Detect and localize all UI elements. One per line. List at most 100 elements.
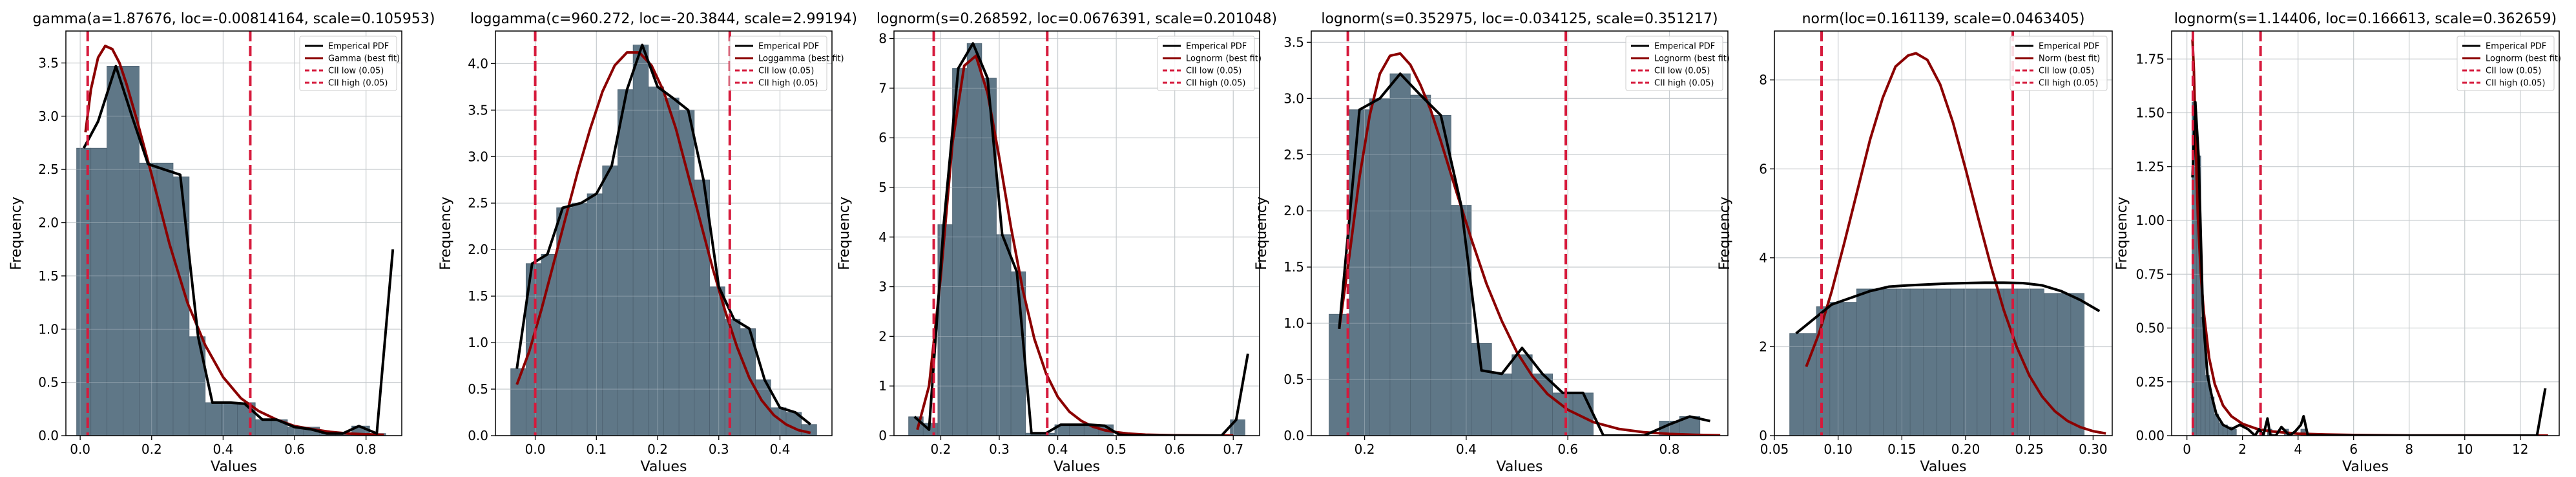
histogram-bar	[1329, 313, 1350, 436]
y-tick-label: 0.5	[1283, 372, 1304, 387]
chart-title: lognorm(s=0.352975, loc=-0.034125, scale…	[1321, 11, 1718, 27]
axes-frame	[1774, 30, 2113, 436]
legend-cii-low-label: CII low (0.05)	[1654, 67, 1710, 76]
histogram-bar	[254, 419, 272, 436]
legend-box	[1157, 36, 1255, 91]
histogram-bar	[648, 86, 664, 436]
subplot-1: 0.0 0.2 0.4 0.6 0.8 0.0 0.5 1.0 1.5 2.0 2.5 3.0 3.5 g…	[8, 11, 435, 475]
x-tick-label: 0.4	[213, 441, 233, 457]
x-tick-label: 10	[2457, 441, 2473, 457]
histogram-bar	[1909, 288, 1924, 436]
y-axis-label: Frequency	[8, 196, 25, 270]
histogram-bar	[139, 162, 158, 436]
y-tick-label: 4	[878, 229, 887, 245]
histogram-bar	[602, 165, 618, 436]
y-tick-label: 1.25	[2135, 159, 2165, 175]
legend-cii-high-label: CII high (0.05)	[1186, 79, 1245, 89]
plot-area	[1311, 31, 1728, 436]
x-tick-label: 0.5	[1106, 441, 1127, 457]
histogram-bar	[2030, 288, 2044, 436]
x-tick-label: 0.3	[709, 441, 729, 457]
histogram-bar	[996, 234, 1012, 436]
legend-box	[2010, 36, 2108, 91]
x-tick-label: 0.6	[1557, 441, 1578, 457]
histogram-bar	[587, 193, 603, 436]
histogram-bar	[237, 402, 256, 436]
histogram-bar	[1816, 306, 1831, 436]
y-axis-label: Frequency	[438, 196, 454, 270]
histogram-bar	[1937, 288, 1951, 436]
legend-cii-high-label: CII high (0.05)	[2039, 79, 2098, 89]
y-tick-label: 0.0	[38, 428, 59, 443]
y-tick-label: 3.5	[468, 102, 488, 118]
x-tick-label: 0.0	[70, 441, 90, 457]
legend-empirical-label: Emperical PDF	[1186, 42, 1247, 52]
histogram-bar	[1843, 302, 1857, 436]
histogram-bar	[694, 179, 710, 436]
x-tick-label: 0.15	[1887, 441, 1916, 457]
empirical-pdf-line	[515, 43, 812, 426]
x-tick-label: 0.0	[525, 441, 546, 457]
histogram-bar	[1883, 288, 1897, 436]
legend-cii-low-label: CII low (0.05)	[1186, 67, 1241, 76]
y-tick-label: 0.75	[2135, 266, 2165, 282]
y-tick-label: 2.5	[468, 195, 488, 211]
y-tick-label: 1.75	[2135, 51, 2165, 67]
y-tick-label: 8	[878, 31, 887, 47]
histogram-bar	[937, 224, 953, 436]
x-tick-label: 0.30	[2079, 441, 2108, 457]
subplot-6: 0 2 4 6 8 10 12 0.00 0.25 0.50 0.75 1.00 1.25 1.50 1.7…	[2114, 11, 2561, 475]
plot-area	[66, 31, 402, 436]
histogram-bar	[1389, 73, 1411, 436]
axes-frame	[893, 30, 1260, 436]
legend-box	[299, 36, 397, 91]
histogram-bar	[205, 402, 222, 436]
y-axis-label: Frequency	[1717, 196, 1733, 270]
x-tick-label: 0.8	[1659, 441, 1680, 457]
legend-fit-label: Gamma (best fit)	[328, 54, 400, 64]
histogram-bar	[1450, 205, 1472, 436]
histogram-bar	[1511, 354, 1533, 436]
x-tick-label: 0.25	[2015, 441, 2044, 457]
x-tick-label: 0.2	[647, 441, 668, 457]
histogram-bar	[663, 98, 680, 436]
legend-empirical-label: Emperical PDF	[1654, 42, 1715, 52]
y-axis-label: Frequency	[1254, 196, 1270, 270]
legend-fit-label: Lognorm (best fit)	[2486, 54, 2561, 64]
y-tick-label: 0.5	[38, 375, 59, 390]
histogram-bar	[618, 89, 634, 436]
histogram-bar	[1409, 94, 1431, 436]
y-tick-label: 2	[878, 328, 887, 344]
y-tick-label: 6	[1759, 161, 1767, 176]
legend: Emperical PDF Loggamma (best fit) CII low …	[729, 36, 844, 91]
empirical-pdf-line	[1795, 281, 2101, 335]
histogram-bar	[1532, 373, 1553, 436]
y-tick-label: 0.25	[2135, 374, 2165, 390]
y-tick-label: 1.5	[1283, 259, 1304, 275]
y-tick-label: 0.0	[1283, 428, 1304, 443]
x-tick-label: 0.10	[1823, 441, 1853, 457]
legend-cii-high-label: CII high (0.05)	[2486, 79, 2545, 89]
x-tick-label: 8	[2405, 441, 2413, 457]
y-tick-label: 1	[878, 378, 887, 394]
histogram-bar	[1856, 288, 1871, 436]
chart-title: norm(loc=0.161139, scale=0.0463405)	[1802, 11, 2085, 27]
legend-cii-low-label: CII low (0.05)	[2039, 67, 2094, 76]
y-tick-label: 6	[878, 130, 887, 145]
legend-fit-label: Norm (best fit)	[2039, 54, 2100, 64]
legend-empirical-label: Emperical PDF	[2486, 42, 2546, 52]
legend-box	[2457, 36, 2555, 91]
y-tick-label: 2.0	[468, 242, 488, 257]
chart-title: loggamma(c=960.272, loc=-20.3844, scale=…	[470, 11, 857, 27]
histogram-bar	[1471, 343, 1492, 436]
histogram-bar	[1829, 302, 1844, 436]
histogram-bar	[1977, 288, 1991, 436]
histogram-bar	[172, 176, 190, 436]
histogram-bar	[1896, 288, 1911, 436]
y-tick-label: 1.5	[468, 288, 488, 304]
y-tick-label: 2	[1759, 339, 1767, 354]
legend-cii-low-label: CII low (0.05)	[758, 67, 814, 76]
legend-empirical-label: Emperical PDF	[2039, 42, 2099, 52]
y-tick-label: 7	[878, 80, 887, 96]
